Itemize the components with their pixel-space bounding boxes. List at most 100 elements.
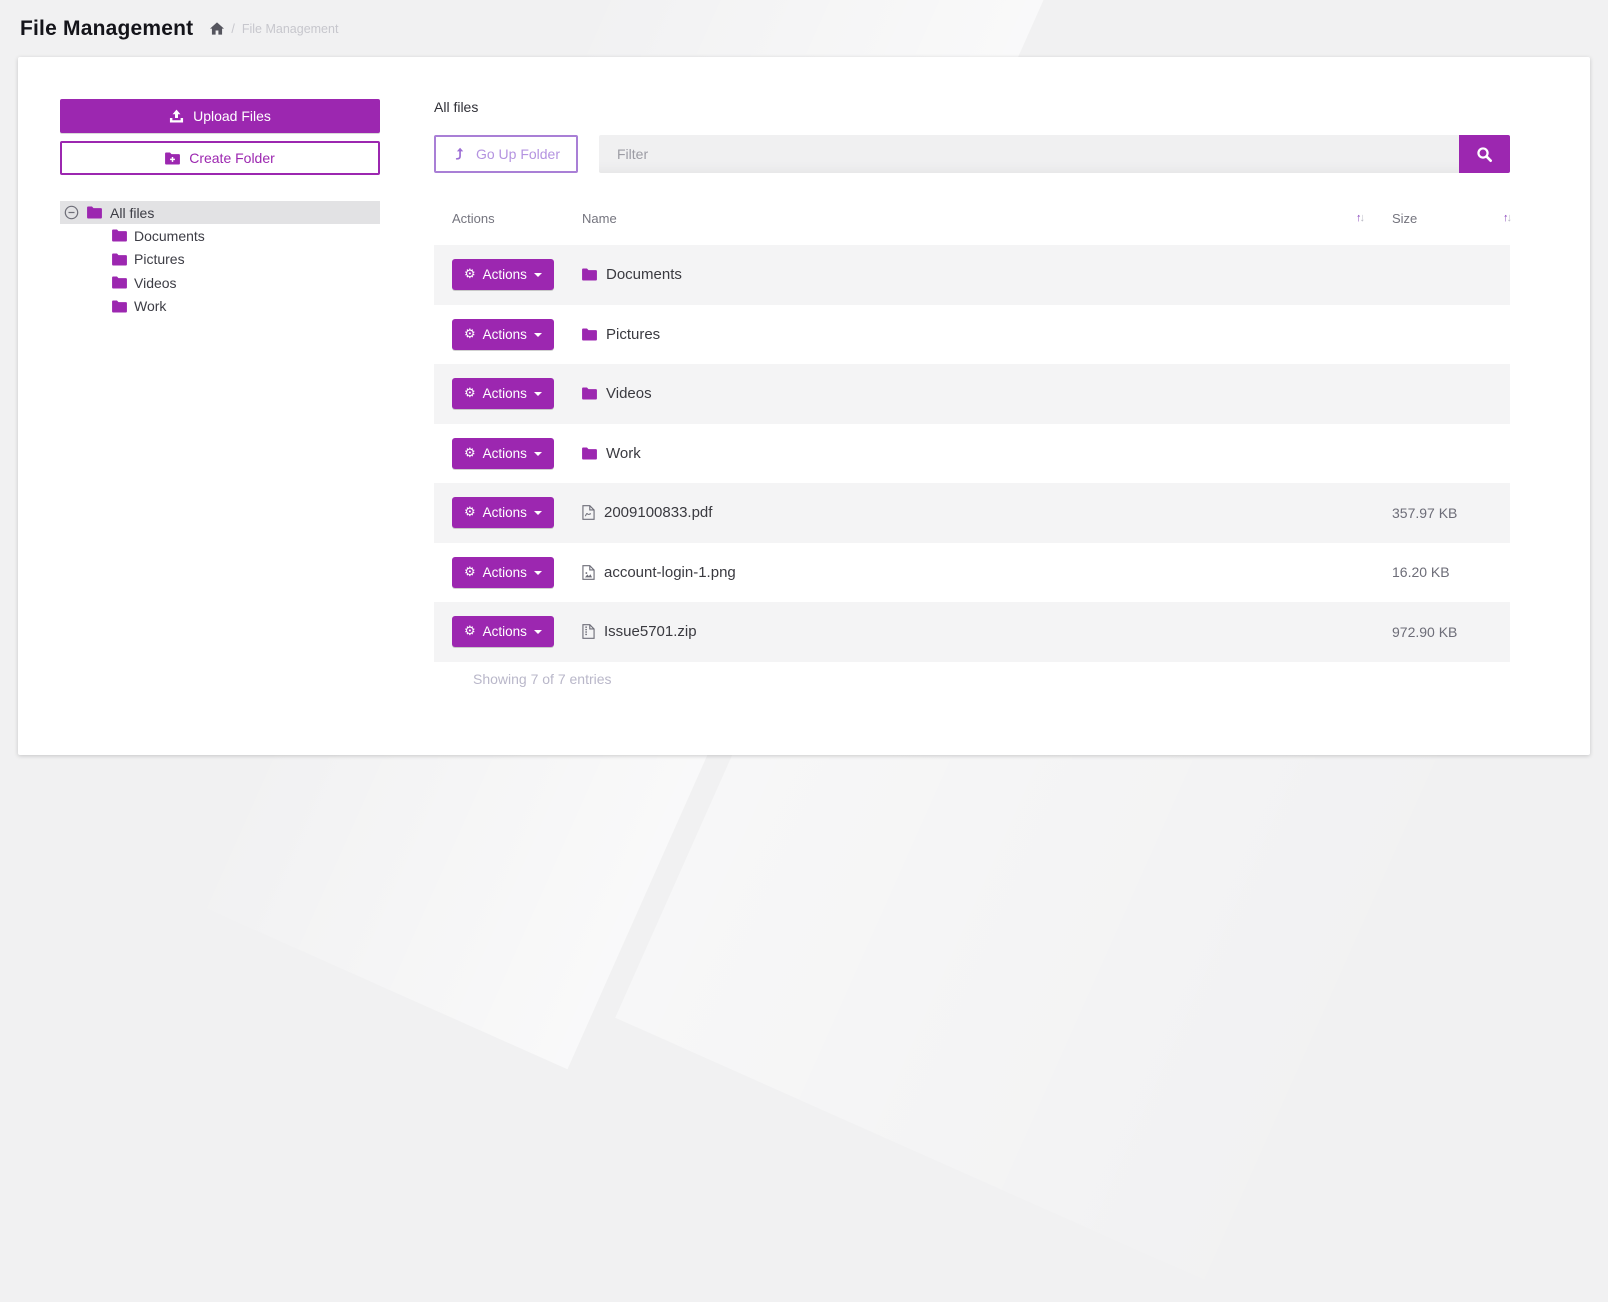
name-cell: Documents <box>582 266 1377 283</box>
caret-down-icon <box>533 332 542 337</box>
tree-item-videos[interactable]: Videos <box>60 271 380 295</box>
tree-item-label: Work <box>134 298 167 315</box>
row-actions-button[interactable]: ⚙ Actions <box>452 378 554 410</box>
row-name[interactable]: Documents <box>606 266 682 284</box>
row-name[interactable]: Pictures <box>606 325 661 343</box>
actions-cell: ⚙ Actions <box>434 318 582 350</box>
size-cell: 972.90 KB <box>1377 624 1510 640</box>
row-actions-button[interactable]: ⚙ Actions <box>452 259 554 291</box>
caret-down-icon <box>533 451 542 456</box>
row-actions-button[interactable]: ⚙ Actions <box>452 497 554 529</box>
actions-cell: ⚙ Actions <box>434 616 582 648</box>
table-row: ⚙ Actions Videos <box>434 364 1510 424</box>
gear-icon: ⚙ <box>464 386 476 402</box>
name-cell: 2009100833.pdf <box>582 504 1377 521</box>
search-icon <box>1476 146 1493 163</box>
actions-button-label: Actions <box>482 445 527 461</box>
page-title: File Management <box>20 16 194 40</box>
tree-item-pictures[interactable]: Pictures <box>60 248 380 272</box>
name-cell: Work <box>582 445 1377 462</box>
column-header-size[interactable]: Size <box>1392 210 1418 226</box>
actions-cell: ⚙ Actions <box>434 378 582 410</box>
folder-icon <box>112 300 127 313</box>
actions-button-label: Actions <box>482 624 527 640</box>
column-header-name[interactable]: Name <box>582 210 617 226</box>
upload-files-button[interactable]: Upload Files <box>60 99 380 133</box>
filter-input[interactable] <box>599 135 1459 173</box>
row-name[interactable]: Issue5701.zip <box>604 623 697 641</box>
row-name[interactable]: account-login-1.png <box>604 563 736 581</box>
folder-icon <box>112 253 127 266</box>
gear-icon: ⚙ <box>464 267 476 283</box>
gear-icon: ⚙ <box>464 505 476 521</box>
caret-down-icon <box>533 392 542 397</box>
gear-icon: ⚙ <box>464 445 476 461</box>
actions-cell: ⚙ Actions <box>434 556 582 588</box>
table-row: ⚙ Actions Issue5701.zip 972.90 KB <box>434 602 1510 662</box>
breadcrumb-current: File Management <box>241 21 339 36</box>
size-cell: 357.97 KB <box>1377 505 1510 521</box>
row-size: 16.20 KB <box>1392 564 1450 581</box>
create-folder-button[interactable]: Create Folder <box>60 141 380 175</box>
upload-files-label: Upload Files <box>193 108 271 124</box>
folder-icon <box>112 276 127 289</box>
create-folder-label: Create Folder <box>189 150 275 166</box>
table-row: ⚙ Actions 2009100833.pdf 357.97 KB <box>434 483 1510 543</box>
row-name[interactable]: 2009100833.pdf <box>604 504 713 522</box>
home-icon[interactable] <box>210 22 225 35</box>
row-actions-button[interactable]: ⚙ Actions <box>452 318 554 350</box>
table-row: ⚙ Actions Pictures <box>434 305 1510 365</box>
current-folder-label: All files <box>434 99 479 115</box>
actions-cell: ⚙ Actions <box>434 437 582 469</box>
gear-icon: ⚙ <box>464 326 476 342</box>
row-actions-button[interactable]: ⚙ Actions <box>452 616 554 648</box>
row-size: 972.90 KB <box>1392 623 1458 640</box>
row-name[interactable]: Videos <box>606 385 652 403</box>
gear-icon: ⚙ <box>464 624 476 640</box>
folder-tree: All files Documents Pictures Videos <box>60 201 380 318</box>
name-cell: Pictures <box>582 326 1377 343</box>
gear-icon: ⚙ <box>464 564 476 580</box>
level-up-icon <box>452 147 467 162</box>
tree-item-label: All files <box>110 204 155 221</box>
entries-summary: Showing 7 of 7 entries <box>473 670 612 687</box>
folder-icon <box>582 268 597 281</box>
actions-button-label: Actions <box>482 564 527 580</box>
go-up-folder-button[interactable]: Go Up Folder <box>434 135 578 173</box>
row-actions-button[interactable]: ⚙ Actions <box>452 437 554 469</box>
actions-button-label: Actions <box>482 386 527 402</box>
caret-down-icon <box>533 511 542 516</box>
actions-button-label: Actions <box>482 267 527 283</box>
actions-button-label: Actions <box>482 326 527 342</box>
folder-icon <box>582 447 597 460</box>
actions-button-label: Actions <box>482 505 527 521</box>
file-pdf-icon <box>582 505 595 521</box>
sort-name-icon[interactable]: ↑↓ <box>1356 212 1365 224</box>
folder-icon <box>87 206 102 219</box>
tree-item-all-files[interactable]: All files <box>60 201 380 224</box>
folder-plus-icon <box>165 151 181 165</box>
toolbar: Go Up Folder <box>434 135 1510 173</box>
sidebar: Upload Files Create Folder All files <box>60 99 380 755</box>
tree-item-label: Pictures <box>134 251 185 268</box>
tree-item-work[interactable]: Work <box>60 295 380 319</box>
collapse-minus-icon[interactable] <box>64 205 79 220</box>
actions-cell: ⚙ Actions <box>434 259 582 291</box>
column-header-actions: Actions <box>452 210 495 226</box>
file-archive-icon <box>582 624 595 640</box>
row-name[interactable]: Work <box>606 444 641 462</box>
size-cell: 16.20 KB <box>1377 564 1510 580</box>
folder-icon <box>582 328 597 341</box>
row-size: 357.97 KB <box>1392 504 1458 521</box>
row-actions-button[interactable]: ⚙ Actions <box>452 556 554 588</box>
upload-icon <box>169 109 184 124</box>
tree-item-label: Videos <box>134 274 177 291</box>
tree-item-documents[interactable]: Documents <box>60 224 380 248</box>
table-row: ⚙ Actions Documents <box>434 245 1510 305</box>
actions-cell: ⚙ Actions <box>434 497 582 529</box>
main-panel: All files Go Up Folder Actions Name ↑↓ <box>434 99 1512 755</box>
sort-size-icon[interactable]: ↑↓ <box>1503 212 1512 224</box>
name-cell: account-login-1.png <box>582 564 1377 581</box>
search-button[interactable] <box>1459 135 1510 173</box>
breadcrumb: / File Management <box>210 22 338 36</box>
